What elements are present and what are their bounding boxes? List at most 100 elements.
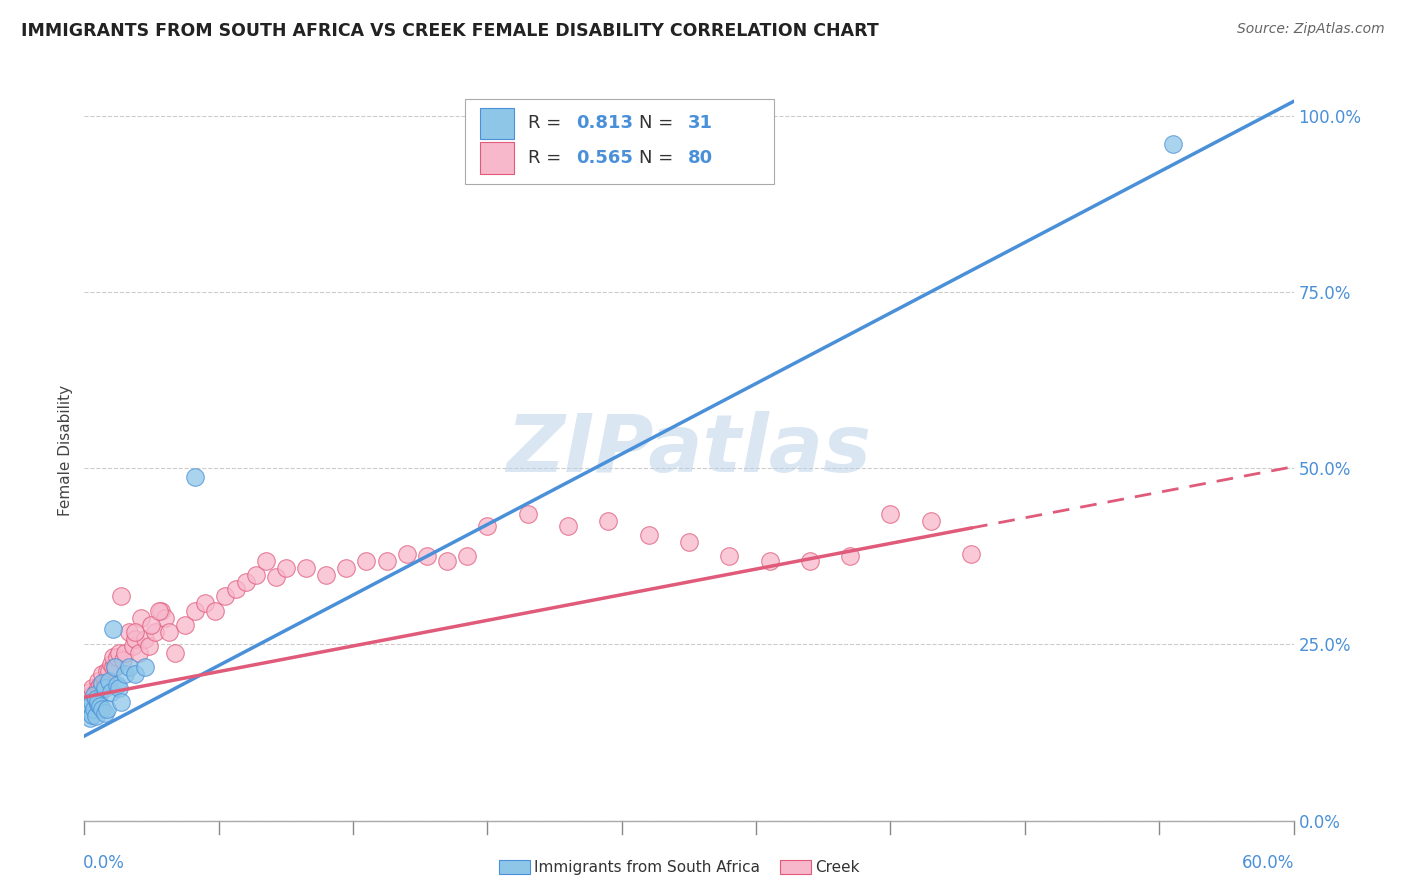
Point [82,688,104,702]
Point [134,660,156,674]
Point [101,622,124,636]
Text: Immigrants from South Africa: Immigrants from South Africa [534,860,761,874]
Point [395,547,418,561]
Point [79,685,101,699]
Point [96,678,118,692]
Point [77,701,100,715]
Point [143,624,166,639]
Point [97,664,120,678]
Point [456,549,478,564]
Point [93,678,115,692]
Point [153,610,176,624]
Point [110,695,132,709]
Point [799,554,821,568]
Text: 60.0%: 60.0% [1243,854,1295,872]
Point [87,694,110,708]
Point [194,597,217,611]
Point [86,692,108,706]
Point [77,692,100,706]
Point [93,681,115,695]
Text: 0.565: 0.565 [576,149,633,167]
Point [100,685,122,699]
Point [83,702,105,716]
Point [157,624,180,639]
Point [87,698,110,712]
FancyBboxPatch shape [465,99,773,184]
Point [93,673,115,688]
Point [79,711,101,725]
Point [83,688,105,702]
Point [416,549,439,564]
Point [477,519,499,533]
Point [139,617,162,632]
Point [89,678,111,692]
Point [356,554,378,568]
Point [114,646,136,660]
Text: N =: N = [640,114,679,132]
Point [97,673,120,688]
Point [86,688,108,702]
Point [91,702,114,716]
Point [96,702,118,716]
Point [101,660,124,674]
Point [274,561,297,575]
Text: 31: 31 [688,114,713,132]
Point [86,685,108,699]
Point [516,507,538,521]
Point [93,706,115,721]
Point [758,554,780,568]
Point [375,554,398,568]
Point [134,632,156,646]
Point [75,698,97,712]
Point [315,568,337,582]
Point [149,603,172,617]
Point [436,554,458,568]
Point [75,690,97,705]
Point [107,681,129,695]
Point [129,610,152,624]
Point [118,624,141,639]
Point [79,698,101,712]
Point [91,676,114,690]
Text: ZIPatlas: ZIPatlas [506,411,872,490]
Text: IMMIGRANTS FROM SOUTH AFRICA VS CREEK FEMALE DISABILITY CORRELATION CHART: IMMIGRANTS FROM SOUTH AFRICA VS CREEK FE… [21,22,879,40]
Point [86,709,108,723]
Point [87,681,110,695]
Point [165,646,187,660]
Point [839,549,862,564]
Point [110,590,132,604]
Point [138,639,160,653]
Point [879,507,901,521]
Point [598,514,620,528]
Point [214,590,236,604]
Point [89,685,111,699]
Point [83,698,105,713]
Point [91,678,114,692]
Point [148,603,170,617]
Point [105,678,128,692]
Point [295,561,318,575]
Point [174,617,197,632]
Point [637,528,659,542]
Point [124,667,146,681]
Point [104,660,127,674]
Point [87,673,110,688]
Text: Source: ZipAtlas.com: Source: ZipAtlas.com [1237,22,1385,37]
Point [101,650,124,665]
Y-axis label: Female Disability: Female Disability [58,384,73,516]
Point [264,570,287,584]
Point [204,603,226,617]
Text: 0.0%: 0.0% [83,854,125,872]
Point [77,702,100,716]
Point [82,695,104,709]
Point [124,632,146,646]
Text: N =: N = [640,149,679,167]
Point [100,657,122,672]
Point [114,667,136,681]
Point [960,547,983,561]
Point [83,692,105,706]
Point [82,707,104,722]
Text: 0.813: 0.813 [576,114,634,132]
Point [96,664,118,678]
Point [557,519,579,533]
